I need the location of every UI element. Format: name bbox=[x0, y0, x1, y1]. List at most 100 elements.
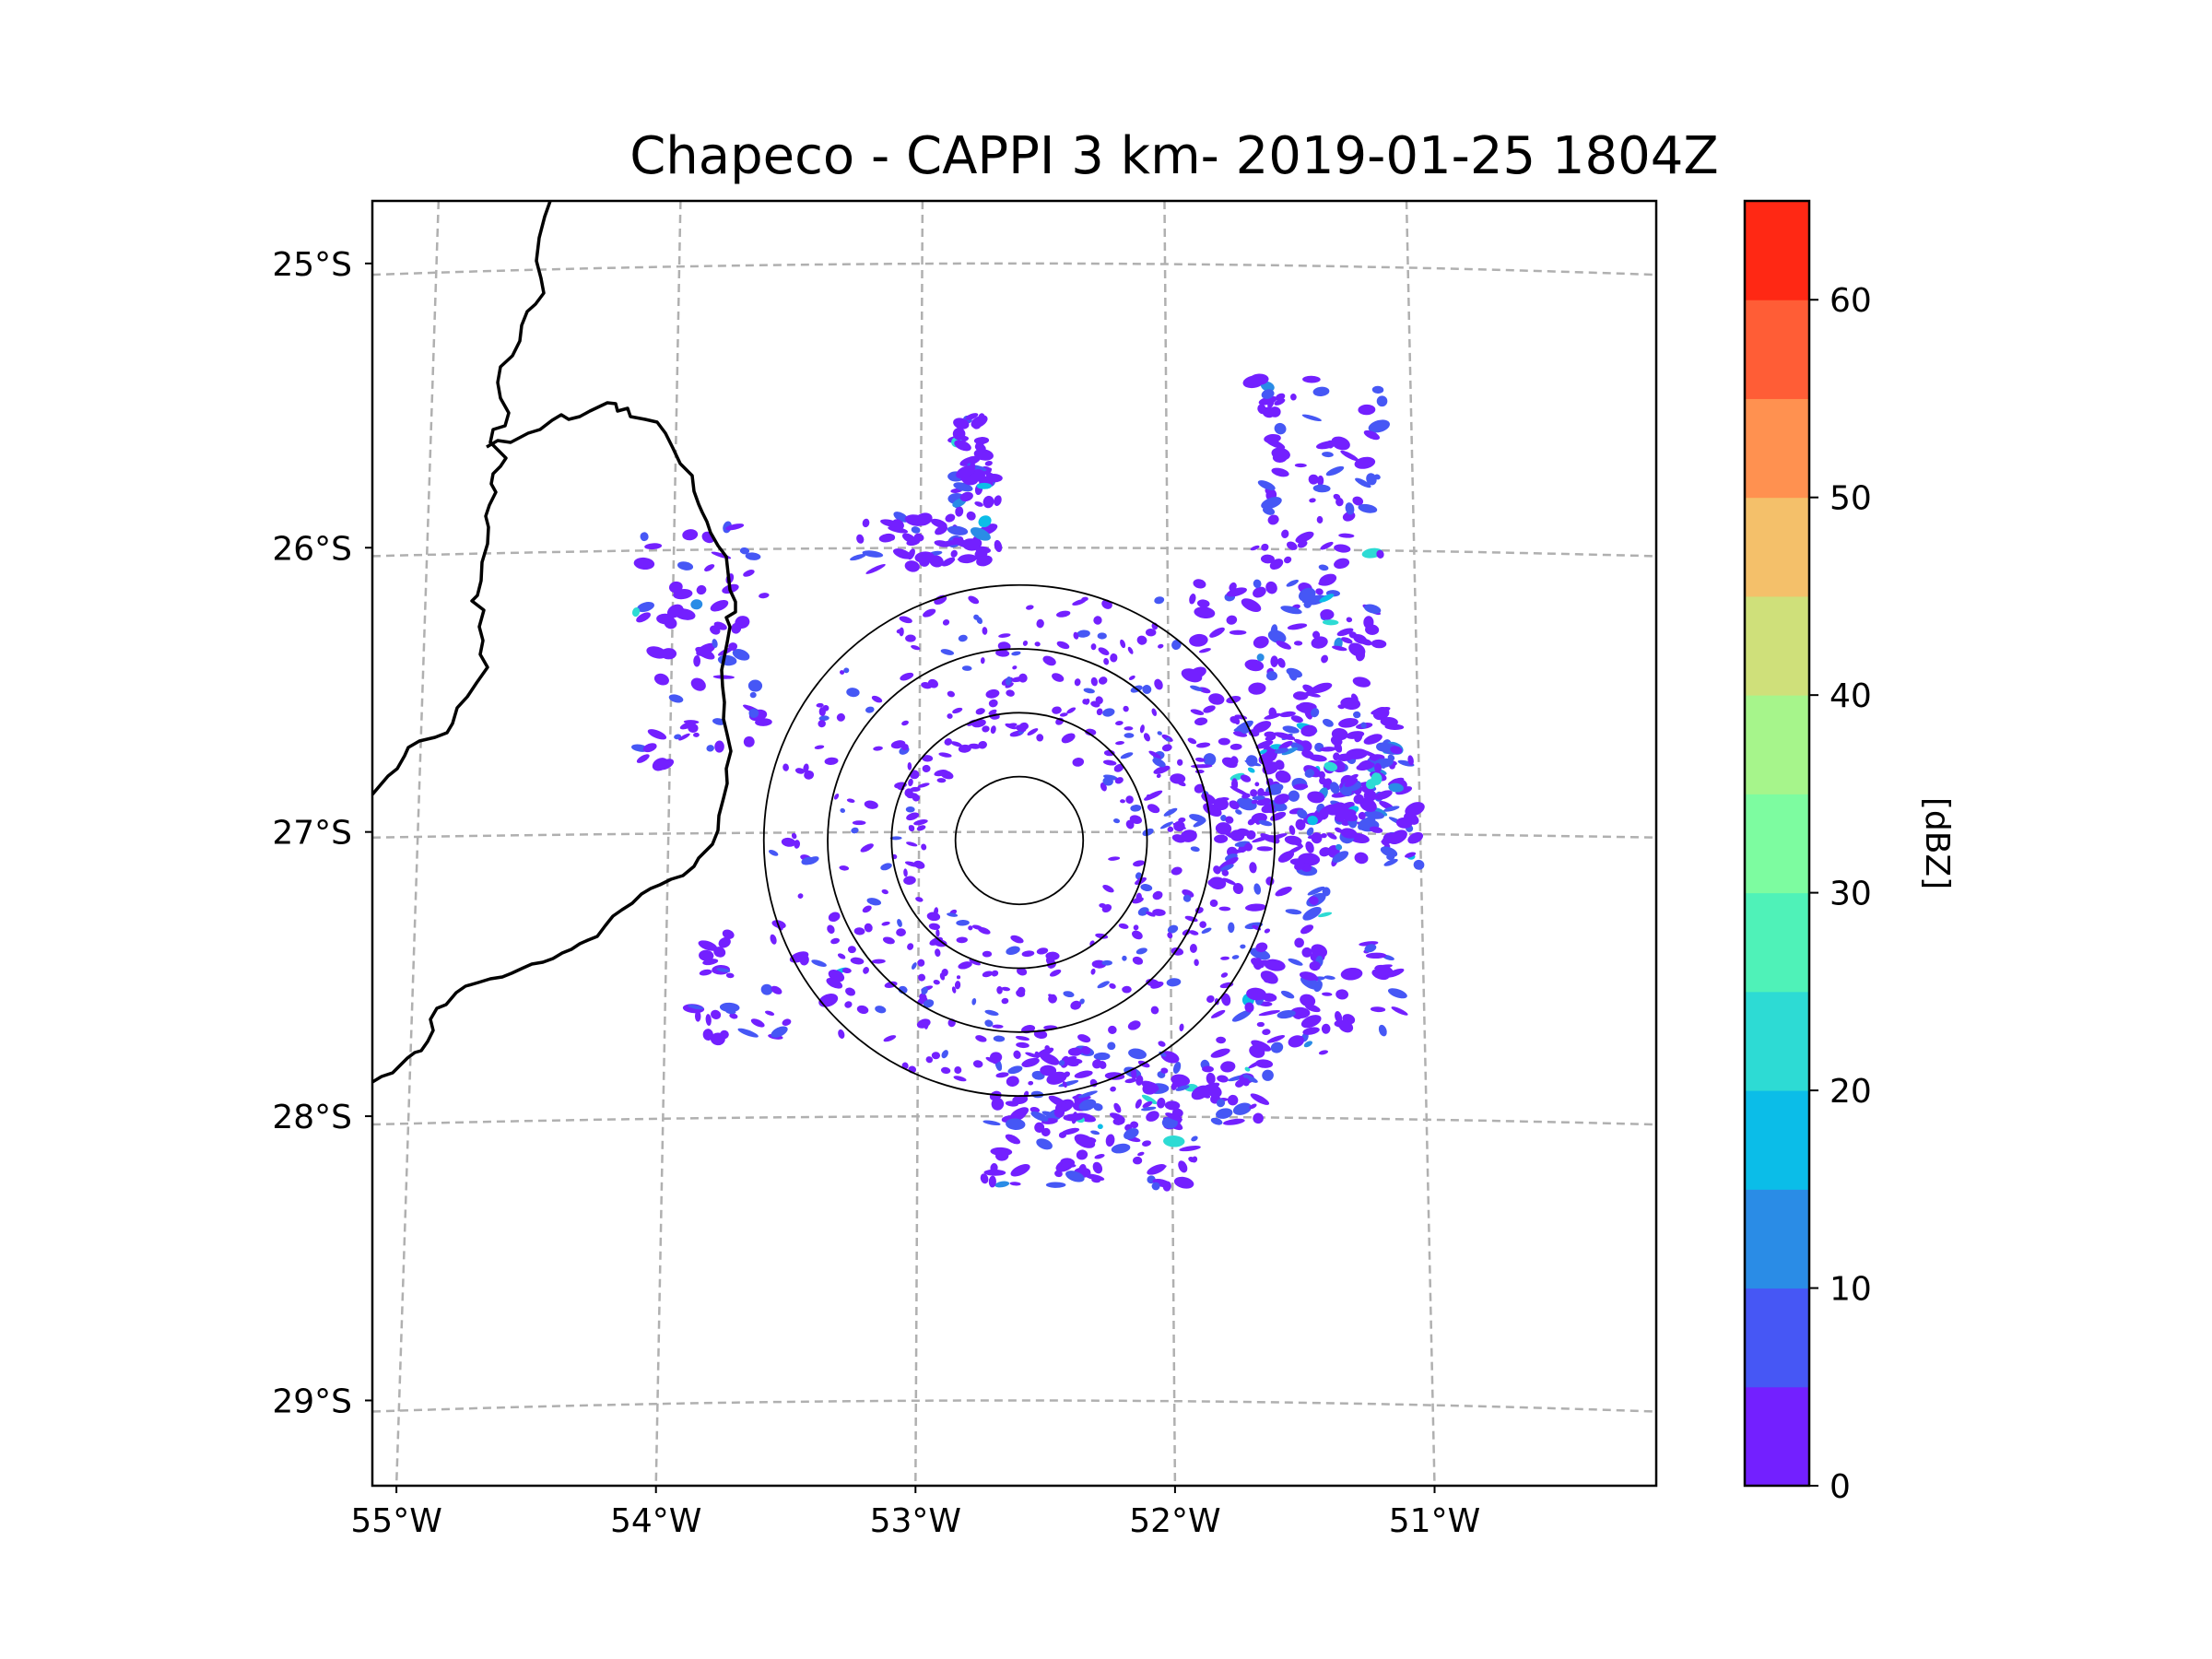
echo-cell bbox=[1141, 1094, 1158, 1105]
echo-cell bbox=[878, 533, 895, 543]
echo-cell bbox=[975, 1035, 987, 1042]
echo-cell bbox=[1322, 619, 1339, 626]
echo-cell bbox=[1294, 463, 1307, 468]
echo-cell bbox=[1137, 1151, 1145, 1157]
echo-cell bbox=[991, 970, 999, 977]
echo-cell bbox=[1371, 385, 1384, 394]
echo-cell bbox=[710, 1032, 725, 1046]
echo-cell bbox=[1202, 1065, 1214, 1073]
echo-cell bbox=[1376, 549, 1384, 559]
echo-cell bbox=[883, 1035, 897, 1042]
echo-cell bbox=[1286, 579, 1300, 587]
colorbar-swatch bbox=[1745, 1090, 1809, 1190]
echo-cell bbox=[1006, 723, 1018, 728]
echo-cell bbox=[881, 921, 890, 926]
colorbar-swatch bbox=[1745, 695, 1809, 794]
echo-cell bbox=[1267, 396, 1275, 409]
echo-cell bbox=[1085, 1173, 1105, 1182]
echo-cell bbox=[1248, 1059, 1265, 1069]
echo-cell bbox=[705, 1014, 712, 1026]
echo-cell bbox=[712, 639, 718, 648]
echo-cell bbox=[934, 594, 947, 606]
echo-cell bbox=[1252, 795, 1265, 801]
echo-cell bbox=[1151, 1182, 1160, 1191]
echo-cell bbox=[1054, 1170, 1063, 1178]
echo-cell bbox=[1081, 1046, 1091, 1055]
echo-cell bbox=[1147, 804, 1160, 814]
echo-cell bbox=[1338, 533, 1355, 538]
echo-cell bbox=[1097, 981, 1110, 989]
echo-cell bbox=[1078, 1099, 1097, 1112]
echo-cell bbox=[1365, 624, 1380, 635]
echo-cell bbox=[988, 1175, 996, 1188]
echo-cell bbox=[1187, 737, 1197, 745]
echo-cell bbox=[1058, 1132, 1067, 1138]
echo-cell bbox=[1044, 1045, 1050, 1051]
echo-cell bbox=[1111, 1143, 1131, 1154]
echo-cell bbox=[1053, 1107, 1065, 1118]
echo-cell bbox=[1163, 807, 1178, 817]
echo-cell bbox=[1384, 724, 1405, 730]
echo-cell bbox=[1358, 811, 1366, 820]
echo-cell bbox=[755, 718, 772, 726]
echo-cell bbox=[1345, 502, 1355, 515]
echo-cell bbox=[1294, 937, 1304, 948]
echo-cell bbox=[996, 986, 1003, 994]
echo-cell bbox=[1348, 631, 1358, 639]
echo-cell bbox=[1081, 596, 1088, 602]
echo-cell bbox=[1227, 1094, 1239, 1106]
echo-cell bbox=[1030, 1106, 1041, 1113]
echo-cell bbox=[1284, 556, 1292, 564]
echo-cell bbox=[1236, 828, 1251, 836]
echo-cell bbox=[1265, 438, 1286, 450]
echo-cell bbox=[1281, 529, 1289, 538]
echo-cell bbox=[673, 588, 693, 600]
echo-cell bbox=[1045, 1182, 1066, 1188]
echo-cell bbox=[1030, 1111, 1049, 1122]
echo-cell bbox=[1324, 975, 1335, 980]
echo-cell bbox=[1288, 790, 1300, 802]
echo-cell bbox=[1253, 883, 1262, 895]
echo-cell bbox=[1374, 762, 1382, 773]
echo-cell bbox=[1300, 994, 1316, 1007]
echo-cell bbox=[1270, 624, 1278, 636]
echo-cell bbox=[1262, 1069, 1274, 1081]
echo-cell bbox=[956, 936, 968, 944]
echo-cell bbox=[633, 557, 655, 571]
echo-cell bbox=[911, 962, 917, 970]
echo-cell bbox=[1077, 629, 1090, 638]
echo-cell bbox=[1022, 640, 1029, 646]
echo-cell bbox=[1189, 944, 1197, 953]
echo-cell bbox=[1374, 790, 1393, 800]
echo-cell bbox=[994, 539, 1003, 553]
echo-cell bbox=[1268, 707, 1277, 719]
echo-cell bbox=[984, 474, 1003, 483]
grid-parallel bbox=[372, 1399, 1656, 1413]
echo-cell bbox=[1213, 865, 1221, 875]
echo-cell bbox=[1010, 1108, 1028, 1122]
echo-cell bbox=[837, 953, 846, 959]
echo-cell bbox=[1247, 818, 1255, 826]
echo-cell bbox=[718, 936, 731, 948]
echo-cell bbox=[1101, 959, 1112, 966]
echo-cell bbox=[906, 538, 921, 547]
echo-cell bbox=[982, 627, 988, 635]
echo-cell bbox=[1052, 673, 1065, 682]
echo-cell bbox=[1077, 1034, 1091, 1043]
echo-cell bbox=[1321, 832, 1327, 839]
echo-cell bbox=[1222, 877, 1237, 886]
echo-cell bbox=[1257, 480, 1276, 490]
echo-cell bbox=[644, 543, 663, 550]
echo-cell bbox=[913, 819, 928, 826]
echo-cell bbox=[919, 993, 927, 1002]
echo-cell bbox=[1095, 696, 1103, 704]
echo-cell bbox=[1253, 579, 1262, 589]
echo-cell bbox=[1259, 749, 1267, 755]
echo-cell bbox=[1120, 799, 1125, 804]
echo-cell bbox=[1101, 904, 1112, 913]
echo-cell bbox=[1048, 1095, 1067, 1108]
echo-cell bbox=[760, 983, 773, 995]
echo-cell bbox=[1338, 1019, 1354, 1033]
echo-cell bbox=[1145, 628, 1157, 637]
echo-cell bbox=[1062, 1081, 1067, 1088]
